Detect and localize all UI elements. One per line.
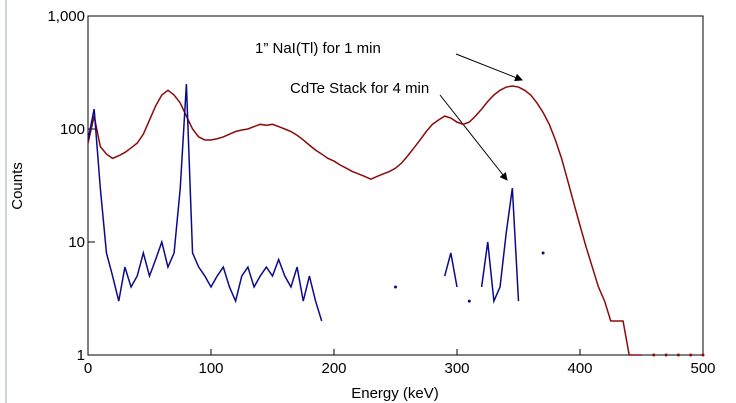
y-tick-label: 1,000: [47, 8, 85, 25]
series-point: [676, 353, 680, 357]
series-point: [689, 353, 693, 357]
plot-frame: [87, 15, 704, 356]
y-tick-label: 100: [60, 121, 85, 138]
series-line: [443, 252, 458, 288]
x-tick-label: 500: [690, 360, 715, 377]
annotation-arrow: [439, 94, 508, 181]
series-point: [394, 285, 397, 289]
x-tick-label: 100: [198, 360, 223, 377]
y-axis-label: Counts: [9, 162, 26, 210]
x-tick-label: 0: [84, 360, 92, 377]
series-point: [467, 299, 471, 303]
x-axis-label: Energy (keV): [351, 385, 439, 402]
annotation: CdTe Stack for 4 min: [290, 80, 429, 97]
annotation-arrow: [455, 53, 523, 82]
series-line: [87, 85, 642, 356]
y-tick-label: 1: [77, 347, 85, 364]
x-tick-label: 300: [444, 360, 469, 377]
y-tick-label: 10: [68, 234, 85, 251]
x-tick-label: 200: [321, 360, 346, 377]
series-point: [664, 353, 668, 357]
annotation: 1” NaI(Tl) for 1 min: [255, 40, 381, 57]
series-point: [541, 251, 545, 255]
x-tick-label: 400: [567, 360, 592, 377]
series-line: [87, 83, 323, 322]
series-point: [701, 353, 705, 357]
series-point: [652, 353, 656, 357]
series-line: [480, 187, 520, 304]
